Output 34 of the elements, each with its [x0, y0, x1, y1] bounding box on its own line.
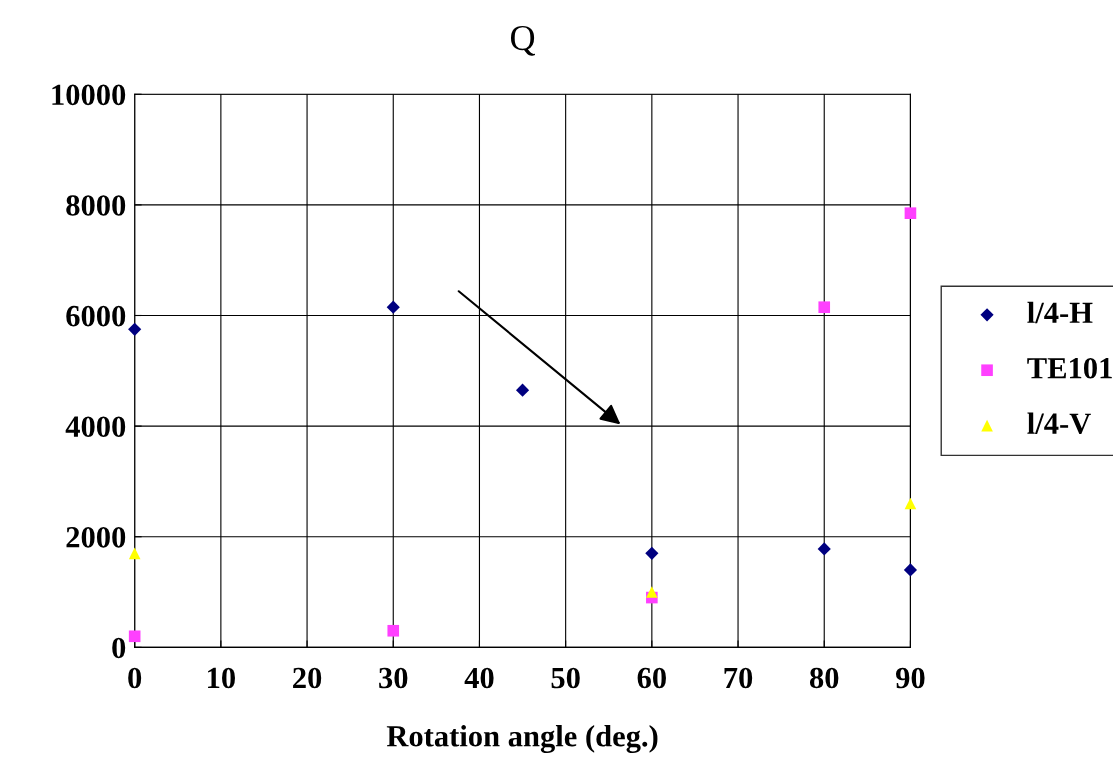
y-tick-label: 2000	[66, 527, 126, 548]
x-tick-label: 80	[809, 667, 839, 689]
legend-label: l/4-H	[1027, 301, 1093, 324]
x-tick-label: 40	[464, 667, 494, 689]
point	[904, 207, 917, 219]
x-tick-label: 30	[379, 667, 408, 689]
point	[128, 630, 141, 643]
point	[128, 547, 141, 560]
x-axis-title: Rotation angle (deg.)	[386, 725, 658, 754]
y-tick-label: 10000	[52, 84, 126, 106]
x-tick-label: 0	[128, 667, 142, 689]
y-tick-label: 0	[112, 637, 126, 659]
point	[515, 383, 530, 397]
legend-label: l/4-V	[1027, 412, 1091, 435]
x-tick-label: 10	[208, 667, 235, 689]
point	[387, 624, 400, 637]
point	[645, 546, 659, 560]
point	[818, 301, 831, 314]
x-tick-label: 90	[895, 667, 925, 689]
point	[128, 322, 142, 336]
y-tick-label: 8000	[66, 195, 126, 216]
point	[904, 497, 917, 510]
chart-title: Q	[511, 25, 535, 56]
legend-label: TE101	[1027, 357, 1112, 379]
point	[386, 300, 400, 314]
x-tick-label: 70	[724, 667, 753, 689]
point	[817, 542, 831, 556]
y-tick-label: 6000	[66, 305, 126, 327]
point	[646, 586, 658, 598]
y-tick-label: 4000	[65, 416, 126, 438]
x-tick-label: 50	[551, 667, 580, 689]
x-tick-label: 60	[637, 667, 666, 689]
point	[903, 563, 918, 577]
x-tick-label: 20	[293, 667, 322, 689]
